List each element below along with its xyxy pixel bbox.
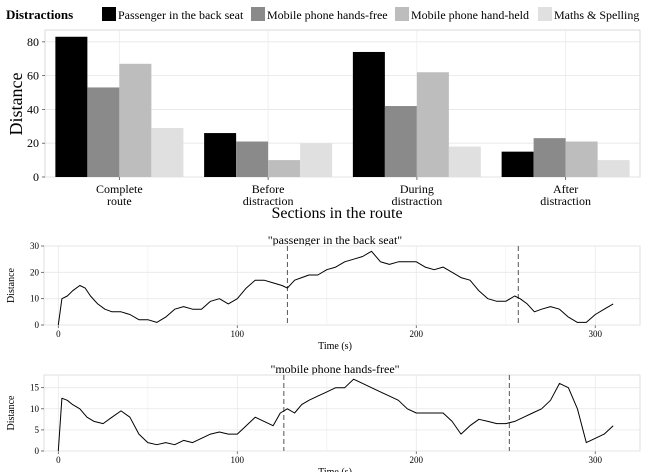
y-tick-label: 15 xyxy=(30,383,40,393)
y-tick-label: 40 xyxy=(27,102,39,116)
bar xyxy=(566,142,598,177)
x-axis-label: Time (s) xyxy=(318,467,352,472)
x-axis-label: Time (s) xyxy=(318,341,352,352)
chart-title: "passenger in the back seat" xyxy=(268,233,403,247)
bar xyxy=(598,160,630,177)
line-chart-hands-free: "mobile phone hands-free" 0 100 200 300 0 5 10 1… xyxy=(6,362,640,472)
y-tick-label: 20 xyxy=(30,267,40,277)
legend-label: Mobile phone hand-held xyxy=(411,8,529,22)
y-tick-label: 30 xyxy=(30,241,40,251)
y-tick-label: 0 xyxy=(35,320,40,330)
x-tick-label: 200 xyxy=(410,455,424,465)
legend-label: Mobile phone hands-free xyxy=(267,8,388,22)
y-tick-label: 0 xyxy=(33,170,39,184)
y-tick-label: 80 xyxy=(27,35,39,49)
bar xyxy=(268,160,300,177)
y-tick-label: 20 xyxy=(27,136,39,150)
legend-label: Maths & Spelling xyxy=(554,8,639,22)
legend-swatch xyxy=(102,7,116,21)
x-tick-label: 100 xyxy=(231,455,245,465)
x-tick-label: After distraction xyxy=(540,182,591,208)
x-tick-label: 300 xyxy=(589,455,603,465)
y-tick-label: 0 xyxy=(35,446,40,456)
y-axis-label: Distance xyxy=(6,73,26,136)
legend-swatch xyxy=(395,7,409,21)
bar xyxy=(353,52,385,177)
bar xyxy=(204,133,236,177)
legend-swatch xyxy=(251,7,265,21)
y-tick-label: 5 xyxy=(35,425,40,435)
y-tick-label: 60 xyxy=(27,69,39,83)
plot-area xyxy=(44,246,640,325)
bar xyxy=(449,147,481,177)
y-axis-label: Distance xyxy=(6,395,17,431)
y-axis-label: Distance xyxy=(6,267,17,303)
bar xyxy=(87,87,119,177)
bar xyxy=(385,106,417,177)
bar xyxy=(236,142,268,177)
y-tick-label: 10 xyxy=(30,404,40,414)
x-tick-label: Complete route xyxy=(96,182,143,208)
bar xyxy=(55,37,87,177)
x-tick-label: 0 xyxy=(56,455,61,465)
y-tick-label: 10 xyxy=(30,294,40,304)
bar xyxy=(417,72,449,177)
x-tick-label: 0 xyxy=(56,329,61,339)
bar xyxy=(119,64,151,177)
bar xyxy=(502,152,534,177)
line-chart-passenger: "passenger in the back seat" 0 100 200 300 0 1… xyxy=(6,233,640,352)
x-tick-label: 100 xyxy=(231,329,245,339)
bar xyxy=(534,138,566,177)
x-tick-label: 300 xyxy=(589,329,603,339)
legend-title: Distractions xyxy=(6,7,73,22)
bar xyxy=(151,128,183,177)
legend-swatch xyxy=(538,7,552,21)
legend-label: Passenger in the back seat xyxy=(118,8,244,22)
bar xyxy=(300,143,332,177)
legend: Distractions Passenger in the back seat Mo… xyxy=(6,7,639,22)
chart-title: "mobile phone hands-free" xyxy=(270,362,399,376)
plot-area xyxy=(44,375,640,451)
x-axis-label: Sections in the route xyxy=(271,205,402,222)
x-tick-label: 200 xyxy=(410,329,424,339)
